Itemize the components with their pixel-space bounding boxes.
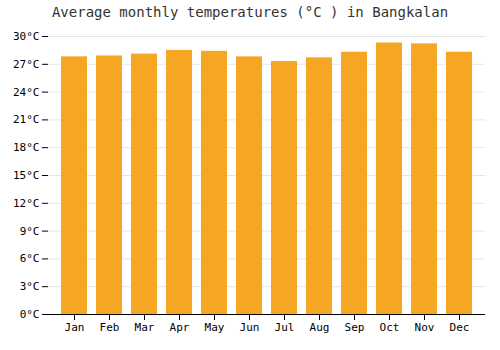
svg-text:Nov: Nov <box>415 321 435 334</box>
svg-text:3°C: 3°C <box>20 280 40 293</box>
svg-text:0°C: 0°C <box>20 308 40 321</box>
svg-text:9°C: 9°C <box>20 225 40 238</box>
svg-text:6°C: 6°C <box>20 252 40 265</box>
svg-text:May: May <box>205 321 225 334</box>
svg-text:27°C: 27°C <box>13 58 40 71</box>
html-text:Average monthly temperatures (: Average monthly temperatures (°C ) in Ba… <box>51 4 449 20</box>
svg-text:15°C: 15°C <box>13 169 40 182</box>
svg-text:24°C: 24°C <box>13 86 40 99</box>
svg-text:Oct: Oct <box>380 321 400 334</box>
svg-text:Sep: Sep <box>345 321 365 334</box>
svg-text:Jan: Jan <box>65 321 85 334</box>
svg-text:Mar: Mar <box>135 321 155 334</box>
svg-text:Jun: Jun <box>240 321 260 334</box>
svg-text:Dec: Dec <box>450 321 470 334</box>
svg-text:21°C: 21°C <box>13 113 40 126</box>
svg-text:12°C: 12°C <box>13 197 40 210</box>
svg-text:Feb: Feb <box>100 321 120 334</box>
svg-text:Aug: Aug <box>310 321 330 334</box>
svg-text:Jul: Jul <box>275 321 295 334</box>
svg-text:18°C: 18°C <box>13 141 40 154</box>
svg-text:Apr: Apr <box>170 321 190 334</box>
svg-text:30°C: 30°C <box>13 30 40 43</box>
